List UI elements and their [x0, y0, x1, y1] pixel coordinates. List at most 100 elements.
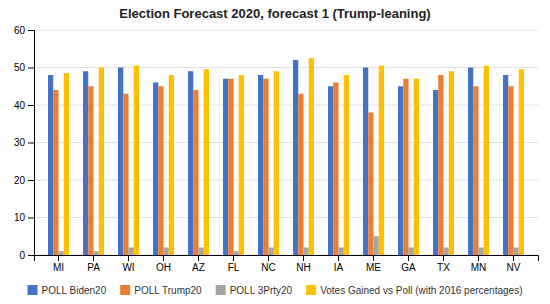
- bar: [398, 86, 403, 255]
- tick-mark: [373, 255, 374, 261]
- tick-label: OH: [156, 262, 171, 273]
- legend-swatch: [216, 285, 226, 295]
- y-tick: 0: [19, 250, 34, 261]
- bar: [304, 248, 309, 256]
- bar: [503, 75, 508, 255]
- grid: [34, 30, 538, 255]
- tick-mark: [28, 180, 34, 181]
- x-tick: GA: [401, 255, 416, 273]
- bar: [258, 75, 263, 255]
- tick-mark: [163, 255, 164, 261]
- bar: [309, 58, 314, 255]
- bar: [449, 71, 454, 255]
- bar: [479, 248, 484, 256]
- tick-mark: [268, 255, 269, 261]
- bar: [164, 248, 169, 256]
- tick-label: PA: [87, 262, 100, 273]
- legend-swatch: [306, 285, 316, 295]
- bar: [508, 86, 513, 255]
- bar-series: [64, 58, 524, 255]
- tick-label: IA: [334, 262, 344, 273]
- tick-mark: [198, 255, 199, 261]
- y-axis: 0102030405060: [14, 25, 35, 261]
- bar: [64, 73, 69, 255]
- bar: [293, 60, 298, 255]
- bar: [94, 251, 99, 255]
- axis-line: [28, 31, 35, 256]
- x-tick: ME: [366, 255, 381, 273]
- bar: [59, 251, 64, 255]
- bar: [374, 236, 379, 255]
- x-tick: MI: [53, 255, 64, 273]
- bar: [193, 90, 198, 255]
- bar: [368, 113, 373, 256]
- bar: [204, 69, 209, 255]
- y-tick: 40: [14, 100, 34, 111]
- bar: [129, 248, 134, 256]
- tick-mark: [28, 143, 34, 144]
- tick-mark: [58, 255, 59, 261]
- legend-swatch: [28, 285, 38, 295]
- legend-item: Votes Gained vs Poll (with 2016 percenta…: [306, 285, 522, 296]
- grid-line: [34, 180, 538, 181]
- tick-mark: [28, 68, 34, 69]
- bar: [344, 75, 349, 255]
- bar: [228, 79, 233, 255]
- legend-label: Votes Gained vs Poll (with 2016 percenta…: [320, 285, 522, 296]
- bar: [433, 90, 438, 255]
- tick-mark: [28, 30, 34, 31]
- bar: [274, 71, 279, 255]
- bar: [473, 86, 478, 255]
- bar: [199, 248, 204, 256]
- bar-series: [53, 75, 513, 255]
- bar: [153, 83, 158, 256]
- tick-label: AZ: [192, 262, 205, 273]
- bar: [403, 79, 408, 255]
- bar: [438, 75, 443, 255]
- legend-label: POLL Biden20: [42, 285, 107, 296]
- grid-line: [34, 142, 538, 143]
- legend-label: POLL Trump20: [134, 285, 202, 296]
- tick-label: MI: [53, 262, 64, 273]
- grid-line: [34, 217, 538, 218]
- bar: [83, 71, 88, 255]
- y-tick: 50: [14, 62, 34, 73]
- tick-label: 20: [14, 175, 26, 186]
- bar: [269, 248, 274, 256]
- bar: [333, 83, 338, 256]
- tick-label: GA: [401, 262, 416, 273]
- x-tick: OH: [156, 255, 171, 273]
- bars: [48, 58, 524, 255]
- grid-line: [34, 30, 538, 31]
- x-tick: PA: [87, 255, 100, 273]
- x-tick: IA: [334, 255, 344, 273]
- tick-label: ME: [366, 262, 381, 273]
- legend-item: POLL 3Prty20: [216, 285, 293, 296]
- bar: [484, 66, 489, 255]
- tick-label: 10: [14, 212, 26, 223]
- bar: [88, 86, 93, 255]
- tick-label: 40: [14, 100, 26, 111]
- x-tick: TX: [437, 255, 450, 273]
- tick-label: MN: [471, 262, 487, 273]
- bar: [519, 69, 524, 255]
- x-tick: NH: [296, 255, 310, 273]
- tick-mark: [93, 255, 94, 261]
- bar: [444, 248, 449, 256]
- x-tick: MN: [471, 255, 487, 273]
- bar: [468, 68, 473, 256]
- tick-mark: [513, 255, 514, 261]
- tick-mark: [128, 255, 129, 261]
- grid-line: [34, 67, 538, 68]
- title: Election Forecast 2020, forecast 1 (Trum…: [119, 6, 430, 21]
- tick-mark: [28, 255, 34, 256]
- bar: [239, 75, 244, 255]
- grid-line: [34, 105, 538, 106]
- legend: POLL Biden20 POLL Trump20 POLL 3Prty20 Vote…: [28, 285, 523, 296]
- bar: [414, 79, 419, 255]
- bar: [298, 94, 303, 255]
- axis-line: [35, 256, 539, 262]
- bar: [328, 86, 333, 255]
- bar: [339, 248, 344, 256]
- bar: [53, 90, 58, 255]
